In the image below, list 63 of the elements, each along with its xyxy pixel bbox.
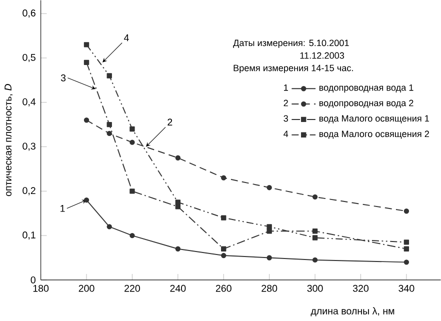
point	[130, 140, 135, 145]
annotation: Даты измерения: 5.10.2001	[233, 40, 349, 48]
point	[84, 197, 90, 203]
point	[84, 118, 90, 123]
annotation: 11.12.2003	[300, 52, 344, 59]
x-tick-label: 340	[398, 284, 414, 292]
point	[221, 246, 226, 252]
point	[130, 188, 135, 194]
text: 2	[284, 100, 288, 106]
point	[106, 73, 112, 78]
x-tick-label: 300	[307, 284, 323, 292]
y-tick-label: 0,4	[22, 98, 36, 106]
annotation: 2	[168, 118, 172, 126]
y-tick-label: 0,5	[22, 54, 36, 62]
point	[266, 255, 272, 260]
x-tick-label: 200	[78, 284, 94, 292]
point	[312, 194, 318, 200]
point	[221, 175, 226, 180]
annotation: 4	[124, 34, 129, 42]
y-tick-label: 0,3	[22, 142, 36, 151]
y-tick-label: 0,2	[22, 187, 36, 196]
x-tick-label: 180	[33, 284, 49, 292]
text: 3	[284, 115, 288, 122]
x-tick-label: 240	[170, 284, 186, 292]
point	[106, 122, 112, 128]
point	[130, 232, 135, 238]
text: 4	[284, 130, 288, 137]
y-tick-label: 0,1	[22, 232, 36, 240]
point	[130, 126, 135, 132]
annotation: 3	[60, 74, 66, 82]
point	[84, 60, 90, 66]
annotation: Время измерения 14-15 час.	[234, 64, 353, 74]
legend-label: водопроводная вода 1	[319, 84, 414, 93]
point	[312, 257, 318, 263]
point	[404, 240, 410, 245]
point	[221, 252, 226, 258]
annotation: 1	[60, 205, 65, 212]
point	[404, 208, 410, 214]
x-tick-label: 260	[216, 284, 232, 292]
legend-label: вода Малого освящения 1	[319, 115, 429, 124]
x-axis-title: длина волны λ, нм	[310, 307, 394, 316]
point	[266, 185, 272, 190]
point	[404, 246, 410, 252]
point	[221, 215, 226, 220]
y-tick-label: 0	[30, 276, 36, 284]
point	[106, 224, 112, 230]
x-tick-label: 320	[352, 284, 369, 292]
x-tick-label: 280	[262, 284, 278, 292]
point	[404, 260, 410, 265]
point	[266, 224, 272, 230]
point	[84, 42, 90, 48]
point	[175, 246, 181, 252]
text: 1	[284, 84, 288, 91]
legend-label: водопроводная вода 2	[319, 100, 414, 108]
point	[175, 155, 181, 160]
x-tick-label: 220	[124, 284, 140, 292]
point	[106, 130, 112, 136]
y-tick-label: 0,6	[22, 10, 36, 18]
point	[312, 235, 318, 240]
point	[175, 200, 181, 205]
legend-label: вода Малого освящения 2	[319, 130, 429, 139]
point	[312, 228, 318, 234]
y-axis-title: оптическая плотность, D	[4, 84, 13, 196]
